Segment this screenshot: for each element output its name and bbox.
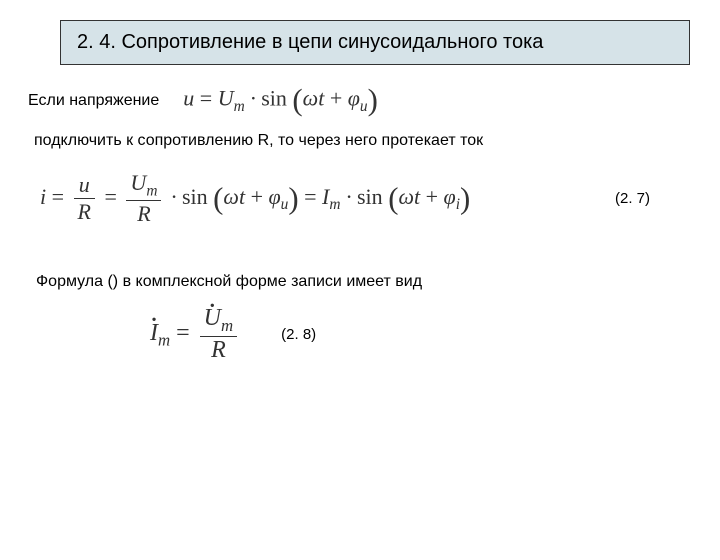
eq1-phi-sub: u [360, 98, 368, 115]
section-title: 2. 4. Сопротивление в цепи синусоидально… [77, 31, 543, 53]
line3-text: Формула () в комплексной форме записи им… [36, 273, 422, 290]
eq2-omega1: ω [223, 184, 239, 209]
text-connect-resistance: подключить к сопротивлению R, то через н… [34, 132, 690, 150]
eq2-frac1-den: R [74, 198, 95, 225]
line-if-voltage: Если напряжение u = Um · sin (ωt + φu) [28, 83, 690, 118]
eq2-frac2-den: R [126, 200, 161, 227]
eq2-t2: t [414, 184, 420, 209]
equation-ref-2-8: (2. 8) [281, 326, 316, 343]
eq2-Im-sub: m [329, 196, 340, 213]
text-if-voltage: Если напряжение [28, 92, 159, 110]
eq1-amp-sub: m [234, 98, 245, 115]
eq2-sin2: sin [357, 184, 383, 209]
eq2-t1: t [239, 184, 245, 209]
eq2-frac2-num-sub: m [146, 182, 157, 199]
eq2-phi1: φ [268, 184, 280, 209]
eq1-phi: φ [348, 85, 360, 110]
eq2-phi2: φ [444, 184, 456, 209]
eq2-omega2: ω [398, 184, 414, 209]
eq2-frac2-num: U [130, 170, 146, 195]
eq1-dot: · [250, 85, 256, 110]
eq3-lhs-sub: m [158, 331, 170, 350]
eq2-sin1: sin [182, 184, 208, 209]
text-complex-form: Формула () в комплексной форме записи им… [36, 273, 690, 291]
eq1-func: sin [261, 85, 287, 110]
eq1-t: t [318, 85, 324, 110]
eq3-num: U [204, 305, 221, 332]
eq2-frac1-num: u [74, 172, 95, 198]
eq1-amp: U [218, 85, 234, 110]
formula-voltage: u = Um · sin (ωt + φu) [183, 83, 378, 118]
formula-current: i = u R = Um R · sin (ωt + φu) = Im · si… [40, 170, 470, 227]
eq3-num-sub: m [221, 316, 233, 335]
formula-complex-row: Im = Um R (2. 8) [150, 305, 690, 364]
eq2-dot2: · [346, 184, 352, 209]
eq2-lhs: i [40, 184, 46, 209]
formula-complex: Im = Um R [150, 305, 241, 364]
equation-ref-2-7: (2. 7) [615, 190, 650, 207]
eq1-omega: ω [303, 85, 319, 110]
formula-current-row: i = u R = Um R · sin (ωt + φu) = Im · si… [40, 170, 690, 227]
line2-text: подключить к сопротивлению R, то через н… [34, 132, 483, 149]
eq3-den: R [200, 336, 237, 364]
section-title-box: 2. 4. Сопротивление в цепи синусоидально… [60, 20, 690, 65]
eq3-lhs: I [150, 320, 158, 347]
eq1-lhs: u [183, 85, 194, 110]
